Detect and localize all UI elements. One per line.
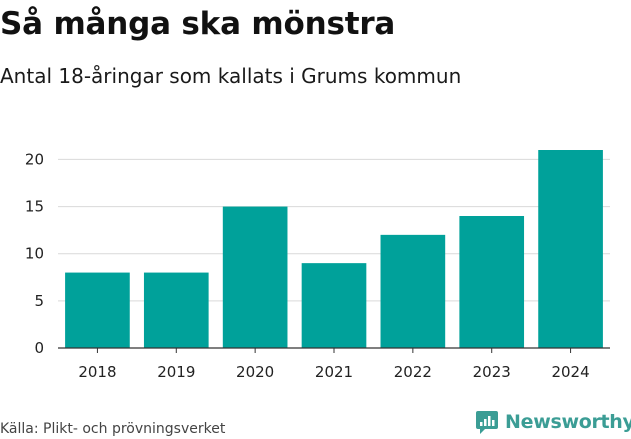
- bar: [65, 272, 130, 348]
- bar: [143, 272, 209, 348]
- bar: [301, 263, 367, 348]
- brand-logo: Newsworthy: [475, 408, 631, 436]
- x-tick-label: 2024: [551, 363, 589, 381]
- x-tick-label: 2018: [78, 363, 116, 381]
- chart-subtitle: Antal 18-åringar som kallats i Grums kom…: [0, 64, 462, 88]
- bar: [538, 150, 603, 348]
- bar: [459, 216, 525, 348]
- y-tick-label: 0: [34, 339, 44, 357]
- bar: [222, 206, 288, 348]
- x-tick-label: 2023: [473, 363, 511, 381]
- x-tick-label: 2022: [394, 363, 432, 381]
- x-tick-label: 2020: [236, 363, 274, 381]
- y-tick-label: 15: [25, 198, 44, 216]
- y-tick-label: 5: [34, 292, 44, 310]
- bar: [380, 234, 446, 348]
- newsworthy-logo-icon: [476, 411, 498, 434]
- brand-name: Newsworthy: [505, 411, 631, 433]
- y-tick-label: 20: [25, 150, 44, 168]
- x-tick-label: 2021: [315, 363, 353, 381]
- source-note: Källa: Plikt- och prövningsverket: [0, 421, 226, 437]
- y-tick-label: 10: [25, 245, 44, 263]
- x-tick-label: 2019: [157, 363, 195, 381]
- chart-title: Så många ska mönstra: [0, 6, 396, 42]
